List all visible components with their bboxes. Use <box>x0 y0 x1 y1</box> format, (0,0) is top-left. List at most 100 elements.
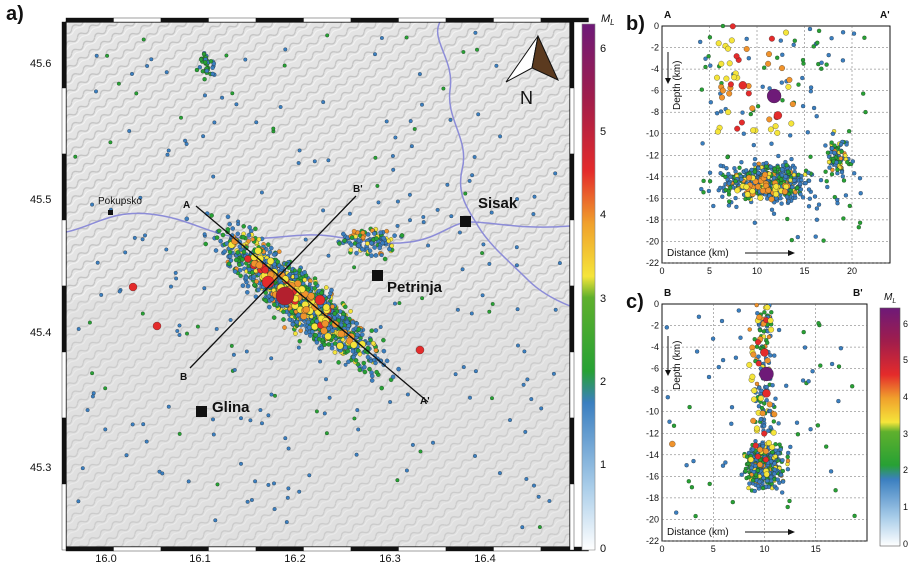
b-hypocenter-dot <box>835 197 840 203</box>
b-hypocenter-dot <box>748 111 753 117</box>
map-epicenter-dot <box>297 489 302 494</box>
map-epicenter-dot <box>226 261 232 267</box>
map-epicenter-dot-large <box>321 320 329 328</box>
b-hypocenter-dot <box>741 131 746 136</box>
map-epicenter-dot <box>145 64 150 68</box>
map-epicenter-dot <box>455 307 460 312</box>
map-epicenter-dot <box>351 228 357 234</box>
b-y-tick-label: -2 <box>651 43 659 53</box>
map-epicenter-dot <box>232 269 238 274</box>
c-hypocenter-dot <box>757 479 762 484</box>
map-epicenter-dot-large <box>350 341 358 349</box>
map-epicenter-dot <box>209 213 214 218</box>
c-x-tick-label: 15 <box>811 544 821 554</box>
map-epicenter-dot <box>85 408 90 413</box>
b-hypocenter-dot <box>751 142 756 148</box>
c-hypocenter-dot <box>674 510 679 515</box>
b-hypocenter-dot <box>821 238 826 243</box>
b-hypocenter-dot <box>780 167 785 172</box>
c-hypocenter-dot-large <box>751 387 758 394</box>
c-hypocenter-dot <box>776 327 782 333</box>
b-hypocenter-dot <box>733 195 738 201</box>
b-hypocenter-dot <box>791 42 796 48</box>
c-hypocenter-dot-large <box>749 373 756 380</box>
b-hypocenter-dot-large <box>726 60 733 67</box>
b-hypocenter-dot <box>728 185 733 190</box>
map-epicenter-dot <box>441 86 446 91</box>
b-hypocenter-dot <box>816 202 822 207</box>
map-epicenter-dot <box>254 120 259 125</box>
map-epicenter-dot <box>222 249 227 254</box>
map-epicenter-dot <box>140 237 145 242</box>
map-epicenter-dot <box>360 235 366 240</box>
map-epicenter-dot <box>297 148 302 153</box>
map-epicenter-dot <box>271 315 277 320</box>
c-hypocenter-dot <box>754 344 760 349</box>
town-label-petrinja: Petrinja <box>387 279 443 296</box>
map-epicenter-dot <box>246 232 252 238</box>
b-hypocenter-dot-large <box>765 60 772 67</box>
b-hypocenter-dot <box>779 201 784 206</box>
b-hypocenter-dot-large <box>738 119 745 126</box>
b-hypocenter-dot <box>752 162 757 167</box>
b-hypocenter-dot <box>752 169 757 174</box>
b-hypocenter-dot-large <box>766 116 773 123</box>
b-hypocenter-dot <box>760 84 765 89</box>
c-y-tick-label: -10 <box>646 407 659 417</box>
b-hypocenter-dot <box>772 166 777 172</box>
map-epicenter-dot <box>324 285 329 290</box>
map-epicenter-dot <box>350 319 356 325</box>
c-hypocenter-dot <box>758 417 763 422</box>
c-hypocenter-dot-large <box>762 456 769 463</box>
c-hypocenter-dot <box>743 468 748 474</box>
map-epicenter-dot <box>253 268 258 274</box>
c-hypocenter-dot <box>818 363 823 368</box>
map-epicenter-dot <box>244 349 249 354</box>
map-epicenter-dot <box>263 298 268 303</box>
panel-c-depth-arrowhead-icon <box>665 370 671 376</box>
map-epicenter-dot <box>373 52 377 57</box>
c-hypocenter-dot-large <box>746 361 753 368</box>
map-border-segment <box>569 351 575 419</box>
north-arrow-icon: N <box>505 34 560 108</box>
map-epicenter-dot <box>298 328 303 333</box>
map-epicenter-dot <box>238 273 243 279</box>
b-hypocenter-dot <box>858 191 863 196</box>
b-hypocenter-dot <box>701 178 706 184</box>
map-epicenter-dot <box>329 287 334 293</box>
map-border-segment <box>569 153 575 221</box>
map-epicenter-dot <box>354 452 359 457</box>
c-hypocenter-dot <box>720 357 726 363</box>
b-hypocenter-dot <box>834 160 839 165</box>
c-hypocenter-dot <box>759 388 764 393</box>
map-epicenter-dot <box>380 240 385 246</box>
map-epicenter-dot <box>362 369 368 375</box>
map-epicenter-dot <box>392 233 397 238</box>
c-hypocenter-dot-large <box>763 471 770 478</box>
map-epicenter-dot <box>277 249 282 254</box>
b-hypocenter-dot <box>769 207 775 212</box>
b-hypocenter-dot <box>733 179 738 184</box>
map-epicenter-dot <box>426 243 431 248</box>
b-hypocenter-dot <box>775 55 780 60</box>
map-epicenter-dot <box>421 220 426 225</box>
b-hypocenter-dot-large <box>745 90 752 97</box>
c-hypocenter-dot <box>775 450 781 456</box>
b-hypocenter-dot <box>808 154 813 159</box>
map-epicenter-dot <box>123 250 128 255</box>
village-marker-pokupsko <box>108 210 113 215</box>
b-y-tick-label: -20 <box>646 236 659 246</box>
map-epicenter-dot <box>370 340 376 346</box>
b-hypocenter-dot <box>806 170 811 175</box>
b-hypocenter-dot-large <box>733 53 740 60</box>
b-hypocenter-dot <box>726 181 732 186</box>
b-hypocenter-dot <box>764 160 769 166</box>
map-epicenter-dot <box>391 167 396 172</box>
b-y-tick-label: -6 <box>651 86 659 96</box>
b-hypocenter-dot <box>846 129 852 134</box>
c-hypocenter-dot <box>808 427 813 432</box>
map-frame <box>61 17 589 552</box>
b-hypocenter-dot <box>780 163 786 168</box>
map-epicenter-dot <box>224 53 229 58</box>
map-epicenter-dot <box>343 362 348 367</box>
